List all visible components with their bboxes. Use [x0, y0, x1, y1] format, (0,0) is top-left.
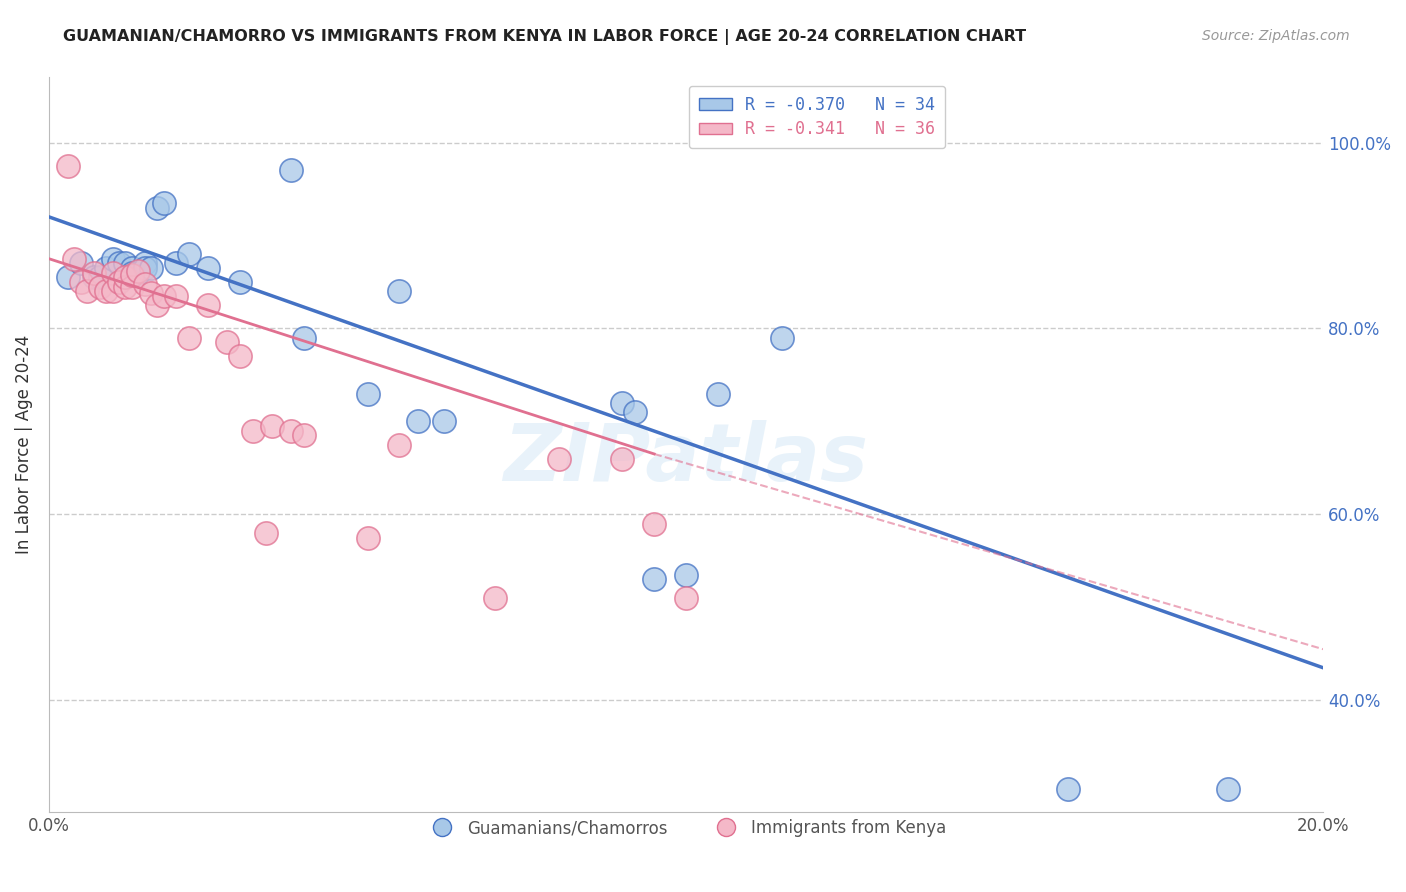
Point — [152, 289, 174, 303]
Point — [101, 252, 124, 266]
Point — [433, 414, 456, 428]
Point — [179, 247, 201, 261]
Point — [69, 275, 91, 289]
Point — [1057, 781, 1080, 796]
Point — [121, 279, 143, 293]
Legend: Guamanians/Chamorros, Immigrants from Kenya: Guamanians/Chamorros, Immigrants from Ke… — [419, 813, 953, 844]
Point — [127, 266, 149, 280]
Point — [612, 451, 634, 466]
Point — [408, 414, 430, 428]
Point — [388, 437, 411, 451]
Y-axis label: In Labor Force | Age 20-24: In Labor Force | Age 20-24 — [15, 335, 32, 554]
Point — [197, 260, 219, 275]
Point — [139, 286, 162, 301]
Point — [675, 591, 697, 605]
Point — [101, 285, 124, 299]
Point — [108, 275, 131, 289]
Point — [612, 396, 634, 410]
Point — [89, 270, 111, 285]
Point — [388, 285, 411, 299]
Point — [121, 268, 143, 282]
Point — [165, 256, 187, 270]
Point — [254, 526, 277, 541]
Point — [260, 419, 283, 434]
Point — [242, 424, 264, 438]
Point — [114, 279, 136, 293]
Point — [179, 331, 201, 345]
Point — [108, 256, 131, 270]
Point — [134, 260, 156, 275]
Point — [356, 386, 378, 401]
Point — [139, 260, 162, 275]
Point — [76, 285, 98, 299]
Point — [217, 335, 239, 350]
Point — [165, 289, 187, 303]
Point — [96, 285, 118, 299]
Point — [63, 252, 86, 266]
Point — [707, 386, 730, 401]
Point — [229, 275, 252, 289]
Point — [121, 266, 143, 280]
Point — [356, 531, 378, 545]
Point — [484, 591, 506, 605]
Point — [83, 266, 105, 280]
Point — [89, 279, 111, 293]
Point — [83, 270, 105, 285]
Point — [152, 196, 174, 211]
Point — [229, 349, 252, 363]
Point — [280, 163, 302, 178]
Point — [292, 428, 315, 442]
Point — [134, 256, 156, 270]
Point — [121, 260, 143, 275]
Point — [69, 256, 91, 270]
Point — [770, 331, 793, 345]
Point — [56, 159, 79, 173]
Text: Source: ZipAtlas.com: Source: ZipAtlas.com — [1202, 29, 1350, 43]
Point — [643, 573, 665, 587]
Point — [134, 277, 156, 291]
Point — [292, 331, 315, 345]
Point — [127, 264, 149, 278]
Point — [547, 451, 569, 466]
Point — [114, 256, 136, 270]
Point — [146, 201, 169, 215]
Point — [675, 567, 697, 582]
Point — [624, 405, 647, 419]
Point — [56, 270, 79, 285]
Text: ZIPatlas: ZIPatlas — [503, 420, 869, 499]
Point — [643, 516, 665, 531]
Point — [96, 260, 118, 275]
Point — [114, 270, 136, 285]
Point — [280, 424, 302, 438]
Point — [101, 266, 124, 280]
Point — [146, 298, 169, 312]
Text: GUAMANIAN/CHAMORRO VS IMMIGRANTS FROM KENYA IN LABOR FORCE | AGE 20-24 CORRELATI: GUAMANIAN/CHAMORRO VS IMMIGRANTS FROM KE… — [63, 29, 1026, 45]
Point — [1216, 781, 1239, 796]
Point — [197, 298, 219, 312]
